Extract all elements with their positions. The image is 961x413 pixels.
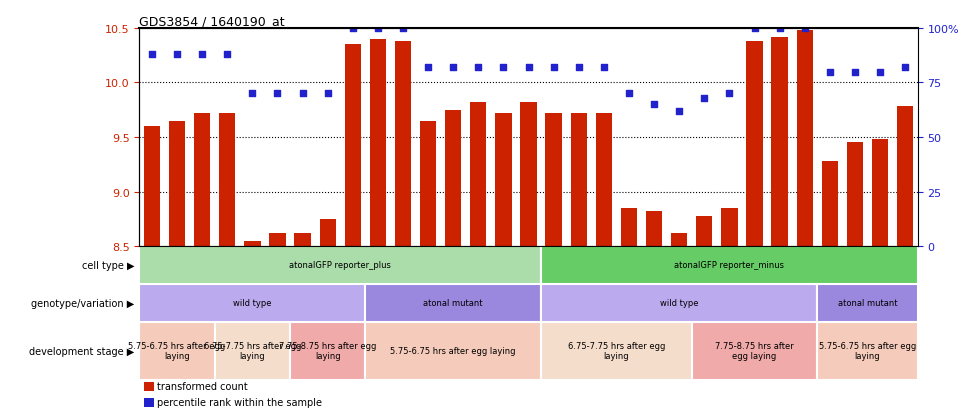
Text: 6.75-7.75 hrs after egg
laying: 6.75-7.75 hrs after egg laying: [568, 341, 665, 361]
Bar: [219, 114, 235, 247]
Bar: [541, 247, 918, 284]
Point: [722, 91, 737, 97]
Point: [270, 91, 285, 97]
Point: [521, 65, 536, 71]
Text: 5.75-6.75 hrs after egg laying: 5.75-6.75 hrs after egg laying: [390, 347, 516, 355]
Text: transformed count: transformed count: [157, 381, 247, 391]
Point: [144, 52, 160, 58]
Point: [848, 69, 863, 76]
Bar: [290, 322, 365, 380]
Point: [823, 69, 838, 76]
Bar: [722, 209, 738, 247]
Point: [245, 91, 260, 97]
Bar: [541, 284, 817, 322]
Point: [772, 26, 787, 32]
Bar: [139, 284, 365, 322]
Point: [370, 26, 385, 32]
Text: atonalGFP reporter_minus: atonalGFP reporter_minus: [675, 261, 784, 270]
Point: [747, 26, 762, 32]
Point: [622, 91, 637, 97]
Point: [219, 52, 234, 58]
Text: atonalGFP reporter_plus: atonalGFP reporter_plus: [289, 261, 391, 270]
Point: [345, 26, 360, 32]
Point: [546, 65, 561, 71]
Text: development stage ▶: development stage ▶: [29, 346, 135, 356]
Text: genotype/variation ▶: genotype/variation ▶: [32, 298, 135, 308]
Point: [697, 95, 712, 102]
Point: [797, 26, 812, 32]
Point: [295, 91, 310, 97]
Point: [672, 108, 687, 115]
Bar: [370, 40, 386, 247]
Bar: [571, 114, 587, 247]
Bar: [521, 103, 536, 247]
Bar: [541, 322, 692, 380]
Bar: [546, 114, 562, 247]
Bar: [244, 241, 260, 247]
Text: wild type: wild type: [660, 299, 699, 308]
Bar: [470, 103, 486, 247]
Bar: [596, 114, 612, 247]
Bar: [817, 284, 918, 322]
Bar: [294, 233, 310, 247]
Bar: [692, 322, 817, 380]
Point: [420, 65, 435, 71]
Text: wild type: wild type: [234, 299, 272, 308]
Bar: [139, 322, 214, 380]
Bar: [817, 322, 918, 380]
Text: 6.75-7.75 hrs after egg
laying: 6.75-7.75 hrs after egg laying: [204, 341, 301, 361]
Point: [496, 65, 511, 71]
Text: GDS3854 / 1640190_at: GDS3854 / 1640190_at: [139, 15, 285, 28]
Bar: [747, 42, 763, 247]
Bar: [269, 233, 285, 247]
Bar: [797, 31, 813, 247]
Text: 5.75-6.75 hrs after egg
laying: 5.75-6.75 hrs after egg laying: [819, 341, 916, 361]
Bar: [671, 233, 687, 247]
Text: 7.75-8.75 hrs after
egg laying: 7.75-8.75 hrs after egg laying: [715, 341, 794, 361]
Text: 5.75-6.75 hrs after egg
laying: 5.75-6.75 hrs after egg laying: [129, 341, 226, 361]
Bar: [696, 216, 712, 247]
Point: [194, 52, 209, 58]
Point: [898, 65, 913, 71]
Bar: [169, 121, 185, 247]
Text: atonal mutant: atonal mutant: [838, 299, 898, 308]
Bar: [621, 209, 637, 247]
Point: [320, 91, 335, 97]
Bar: [495, 114, 511, 247]
Point: [647, 102, 662, 108]
Text: percentile rank within the sample: percentile rank within the sample: [157, 397, 322, 408]
Bar: [345, 45, 361, 247]
Point: [596, 65, 611, 71]
Bar: [847, 143, 863, 247]
Point: [471, 65, 486, 71]
Bar: [872, 140, 888, 247]
Point: [169, 52, 185, 58]
Bar: [214, 322, 290, 380]
Bar: [365, 284, 541, 322]
Text: 7.75-8.75 hrs after egg
laying: 7.75-8.75 hrs after egg laying: [279, 341, 377, 361]
Text: cell type ▶: cell type ▶: [82, 260, 135, 270]
Bar: [420, 121, 436, 247]
Bar: [139, 247, 541, 284]
Text: atonal mutant: atonal mutant: [424, 299, 483, 308]
Point: [571, 65, 586, 71]
Point: [395, 26, 410, 32]
Bar: [144, 127, 160, 247]
Bar: [365, 322, 541, 380]
Bar: [646, 211, 662, 247]
Point: [873, 69, 888, 76]
Bar: [395, 42, 411, 247]
Bar: [772, 38, 788, 247]
Bar: [822, 161, 838, 247]
Bar: [445, 111, 461, 247]
Bar: [194, 114, 210, 247]
Point: [446, 65, 461, 71]
Bar: [897, 107, 913, 247]
Bar: [319, 219, 335, 247]
